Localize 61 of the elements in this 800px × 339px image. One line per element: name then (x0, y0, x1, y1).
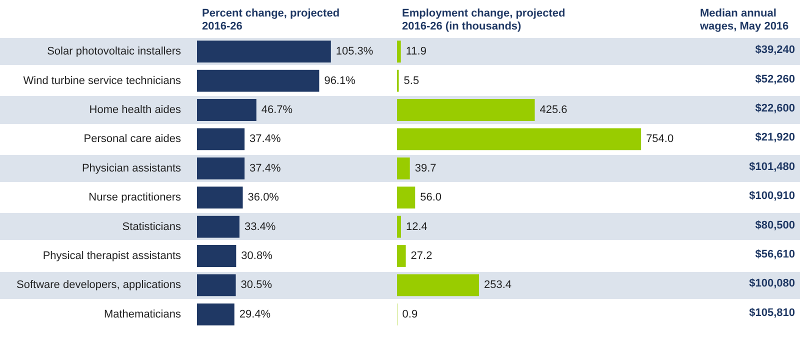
y-tick-label: Wind turbine service technicians (23, 74, 182, 87)
text: $22,600 (755, 102, 796, 114)
bar (197, 303, 234, 326)
bar (197, 274, 236, 296)
y-tick-label: Mathematicians (104, 308, 182, 320)
bar (397, 216, 402, 238)
y-tick-label: Nurse practitioners (88, 192, 182, 204)
data-label: 56.0 (420, 192, 442, 204)
y-tick-label: Personal care aides (84, 133, 182, 146)
text: Median annual wages, May 2016 (699, 8, 789, 32)
bar (197, 157, 245, 180)
data-label: 96.1% (324, 74, 356, 87)
y-tick-label: Home health aides (89, 104, 182, 116)
text: $105,810 (749, 306, 796, 319)
data-label: 12.4 (406, 220, 428, 233)
bar (397, 274, 480, 296)
chart-title: Employment change, projected 2016-26 (in thousands) (402, 8, 568, 32)
bar (197, 70, 320, 92)
text: $80,500 (755, 219, 796, 232)
data-label: 39.7 (414, 162, 436, 174)
data-label: 46.7% (261, 104, 293, 116)
bar (397, 245, 406, 267)
bar (197, 99, 256, 121)
bar (397, 157, 410, 180)
data-label: 253.4 (484, 279, 512, 292)
data-label: 33.4% (244, 220, 276, 233)
bar (397, 40, 401, 63)
data-label: 37.4% (250, 162, 281, 174)
data-label: 5.5 (404, 74, 420, 87)
data-label: 36.0% (248, 192, 280, 204)
data-label: 11.9 (406, 46, 426, 58)
bar (197, 40, 331, 63)
bar (397, 99, 535, 121)
bar (397, 128, 642, 150)
text: $100,910 (749, 190, 796, 202)
bar (197, 128, 245, 150)
chart-title: Percent change, projected 2016-26 (202, 8, 343, 32)
text: $39,240 (755, 44, 796, 56)
y-tick-label: Physician assistants (82, 162, 182, 174)
y-tick-label: Statisticians (122, 220, 182, 233)
text: $100,080 (749, 278, 796, 290)
bar (197, 216, 240, 238)
y-tick-label: Software developers, applications (16, 279, 182, 292)
data-label: 0.9 (402, 308, 418, 320)
bar (197, 245, 236, 267)
data-label: 29.4% (239, 308, 271, 320)
data-label: 27.2 (410, 250, 432, 262)
text: $56,610 (755, 248, 796, 260)
bar (197, 186, 243, 209)
data-label: 37.4% (250, 133, 281, 146)
text: $101,480 (749, 160, 796, 173)
data-label: 754.0 (646, 133, 674, 146)
y-tick-label: Physical therapist assistants (42, 250, 182, 262)
text: $52,260 (755, 73, 796, 86)
bar (397, 186, 416, 209)
y-tick-label: Solar photovoltaic installers (47, 46, 182, 58)
data-label: 30.8% (241, 250, 273, 262)
data-label: 30.5% (240, 279, 272, 292)
text: $21,920 (755, 132, 796, 144)
data-label: 105.3% (336, 46, 374, 58)
data-label: 425.6 (540, 104, 568, 116)
